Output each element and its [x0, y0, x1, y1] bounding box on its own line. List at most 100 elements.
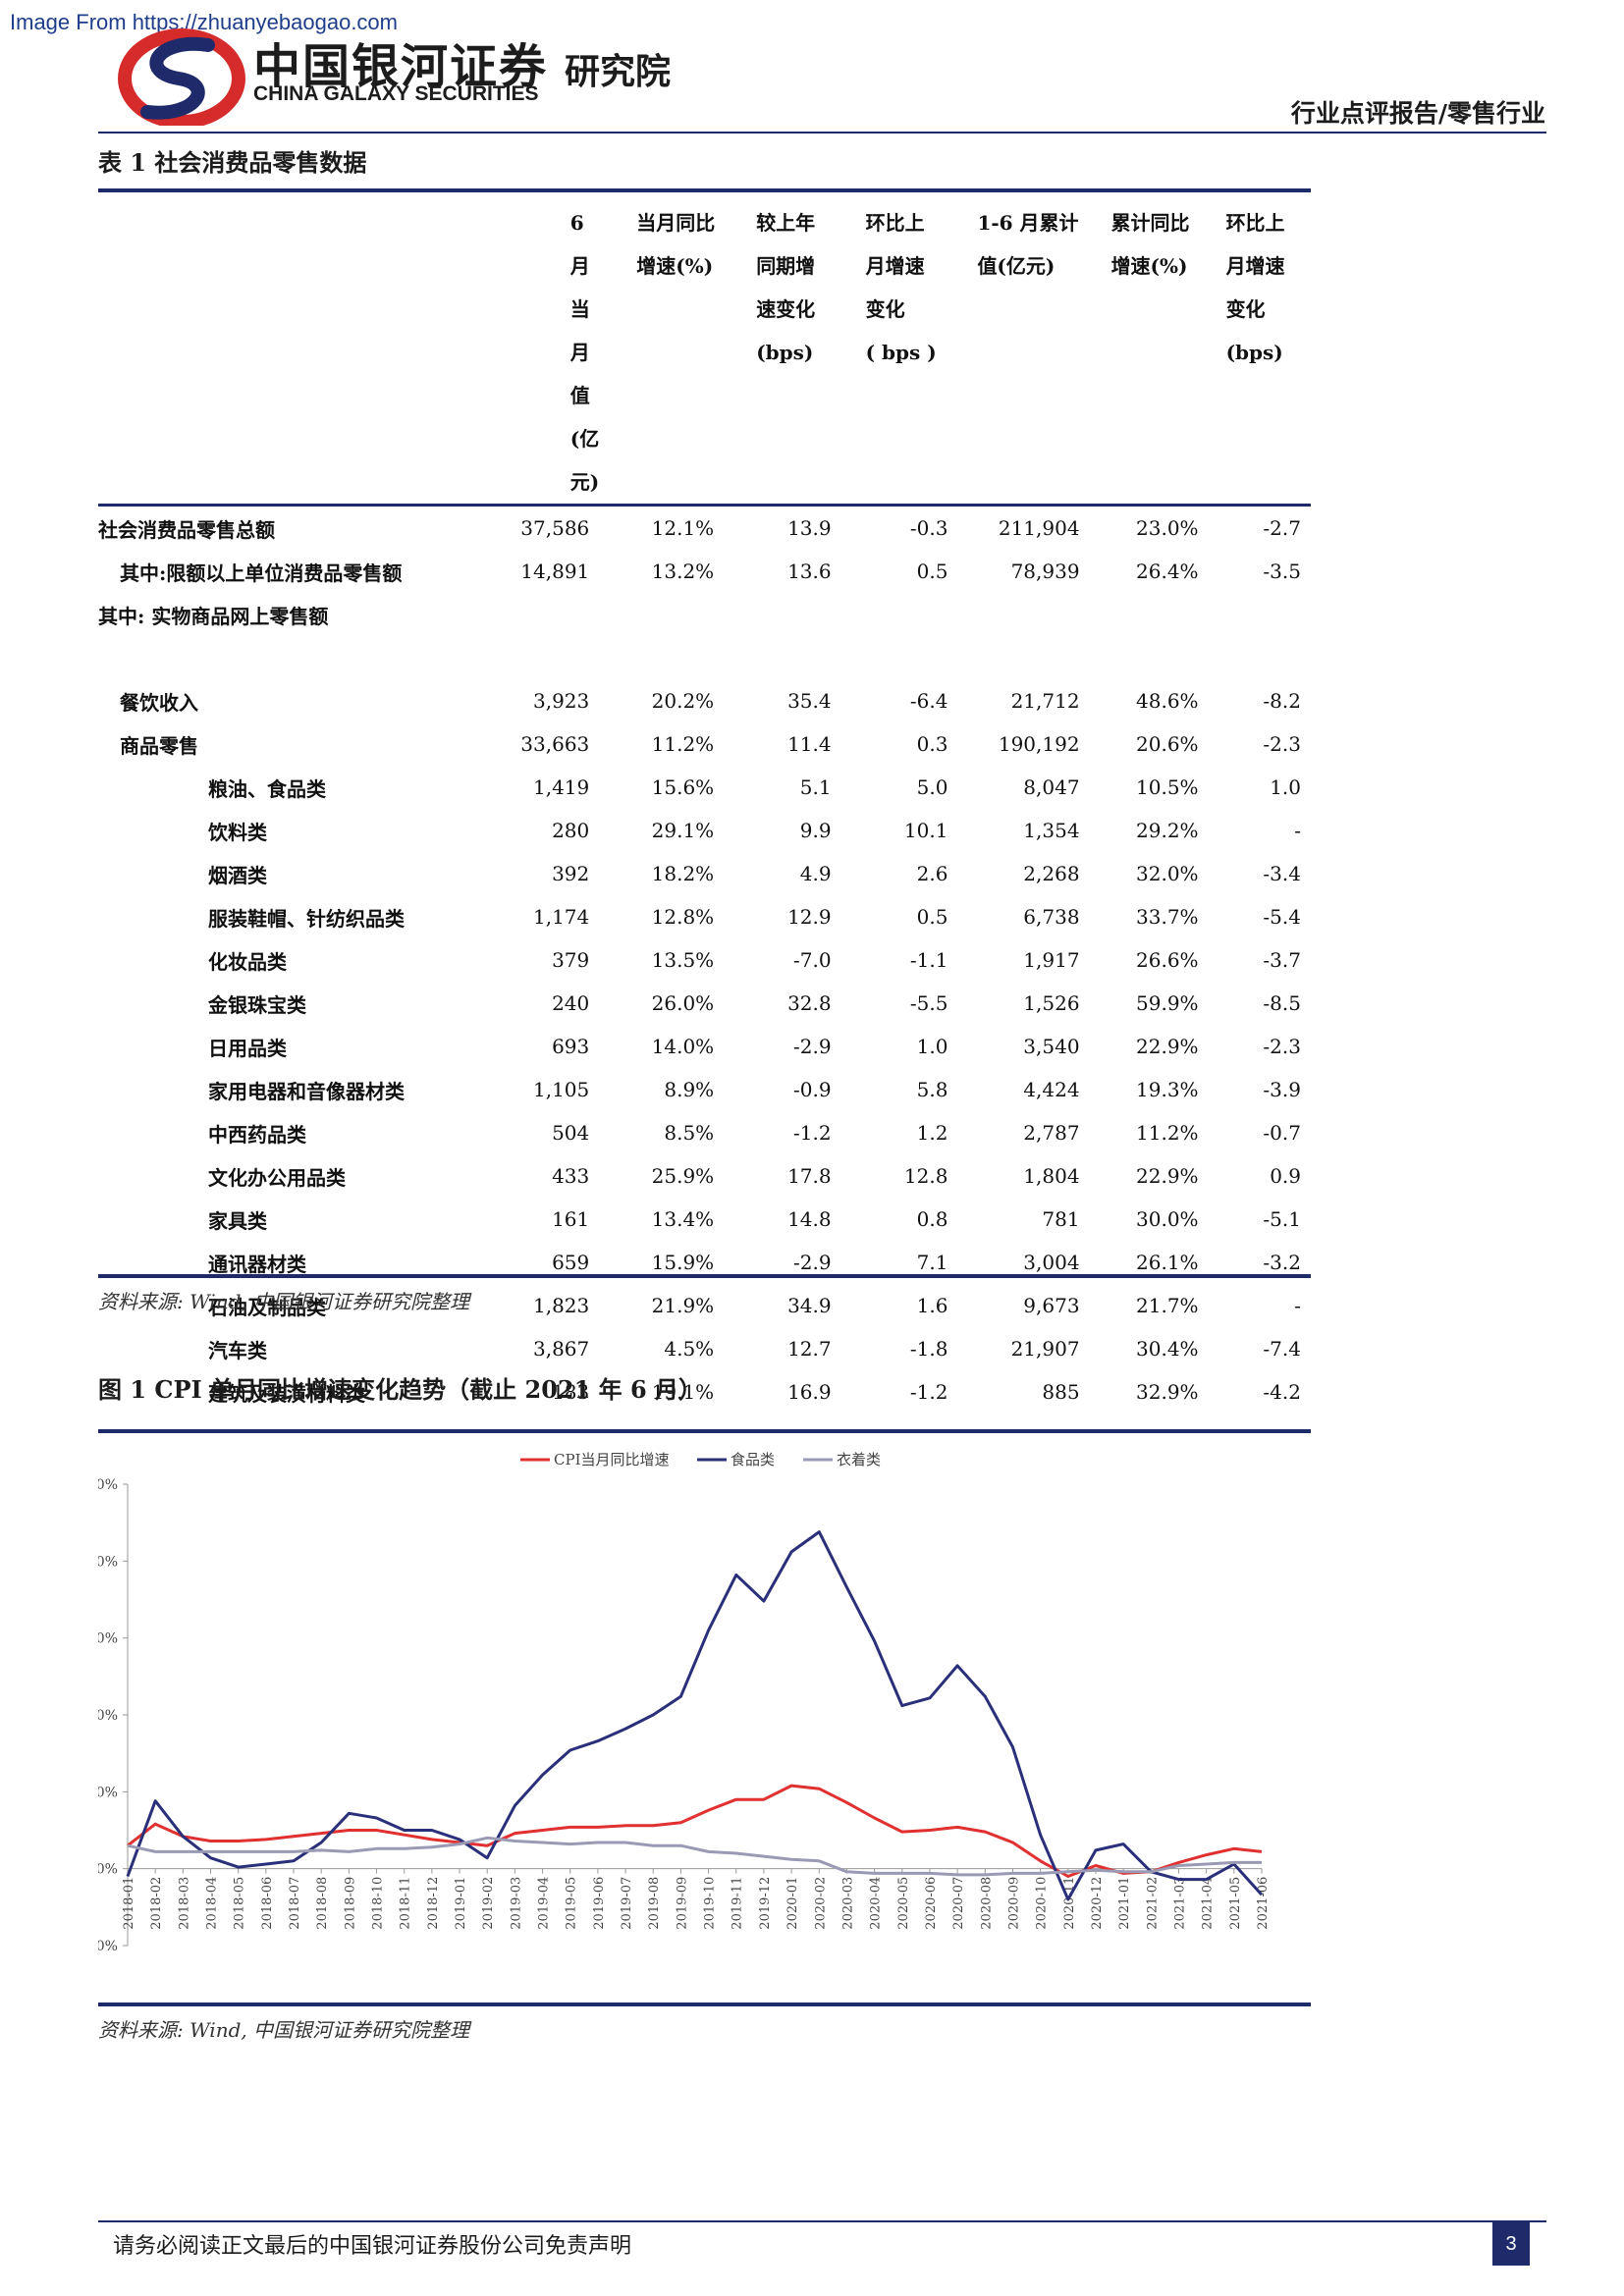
x-tick-label: 2020-09 — [1006, 1877, 1021, 1930]
x-tick-label: 2021-04 — [1201, 1877, 1216, 1930]
x-tick-label: 2019-08 — [647, 1877, 662, 1930]
cell-value: -1.8 — [909, 1337, 948, 1361]
table-row: 餐饮收入 3,923 20.2% 35.4 -6.4 21,712 48.6% -8.2 — [98, 679, 1311, 722]
cell-value: 2,268 — [1023, 862, 1080, 885]
cell-value: 14.8 — [787, 1207, 832, 1231]
cell-value: 5.1 — [799, 775, 832, 799]
report-type: 行业点评报告/零售行业 — [1290, 99, 1545, 128]
cell-value: -3.2 — [1263, 1251, 1301, 1274]
cell-value: 1,105 — [533, 1078, 590, 1101]
cell-value — [460, 593, 599, 636]
x-tick-label: 2021-01 — [1117, 1877, 1132, 1930]
table-row: 粮油、食品类 1,419 15.6% 5.1 5.0 8,047 10.5% 1.0 — [98, 766, 1311, 809]
x-tick-label: 2019-07 — [620, 1877, 634, 1930]
x-axis: 2018-01 2018-02 2018-03 2018-04 2018-05 2018-… — [122, 1868, 1271, 1930]
x-tick-label: 2019-04 — [537, 1877, 552, 1930]
cell-value: -0.9 — [793, 1078, 832, 1101]
cell-value: 1.2 — [916, 1121, 948, 1145]
cell-value: -3.5 — [1263, 560, 1301, 583]
cell-value — [841, 636, 958, 679]
row-label: 家具类 — [208, 1208, 267, 1233]
row-label: 餐饮收入 — [120, 690, 198, 715]
cell-value: 20.2% — [651, 689, 715, 713]
table-row: 金银珠宝类 240 26.0% 32.8 -5.5 1,526 59.9% -8.5 — [98, 982, 1311, 1025]
x-tick-label: 2020-02 — [813, 1877, 828, 1930]
cell-value: 35.4 — [787, 689, 832, 713]
x-tick-label: 2019-02 — [481, 1877, 496, 1930]
cell-value: 4,424 — [1023, 1078, 1080, 1101]
x-tick-label: 2018-11 — [399, 1877, 413, 1930]
row-label: 汽车类 — [208, 1338, 267, 1362]
chart-legend: CPI当月同比增速 食品类 衣着类 — [520, 1451, 881, 1468]
cell-value: 8,047 — [1023, 775, 1080, 799]
cell-value: 13.4% — [651, 1207, 715, 1231]
x-tick-label: 2018-10 — [371, 1877, 386, 1930]
cell-value: 392 — [552, 862, 590, 885]
cell-value: 10.1 — [903, 819, 948, 842]
y-tick-label: 5.0% — [98, 1785, 118, 1800]
figure-caption: 图 1 CPI 单月同比增速变化趋势（截止 2021 年 6 月） — [98, 1375, 703, 1404]
cell-value — [599, 636, 724, 679]
x-tick-label: 2019-01 — [454, 1877, 468, 1930]
cell-value: 13.2% — [651, 560, 715, 583]
brand-name-en: CHINA GALAXY SECURITIES — [253, 82, 539, 105]
cell-value: - — [1294, 1294, 1301, 1317]
brand-institute: 研究院 — [565, 52, 672, 92]
cell-value: 9.9 — [799, 819, 832, 842]
row-label: 中西药品类 — [208, 1122, 306, 1147]
cell-value: 22.9% — [1136, 1164, 1199, 1188]
cell-value: 29.1% — [651, 819, 715, 842]
cell-value: 1,419 — [533, 775, 590, 799]
y-tick-label: 20.0% — [98, 1554, 118, 1570]
cell-value: -1.2 — [793, 1121, 832, 1145]
cell-value: -3.9 — [1263, 1078, 1301, 1101]
cell-value: 12.7 — [787, 1337, 832, 1361]
x-tick-label: 2021-06 — [1256, 1877, 1271, 1930]
cell-value: 15.9% — [651, 1251, 715, 1274]
cell-value: 3,004 — [1023, 1251, 1080, 1274]
cell-value — [1209, 636, 1311, 679]
y-tick-label: -5.0% — [98, 1939, 118, 1954]
cell-value: 19.1% — [651, 1380, 715, 1404]
cell-value: -1.1 — [909, 948, 948, 972]
x-tick-label: 2018-03 — [177, 1877, 191, 1930]
row-label: 粮油、食品类 — [208, 776, 326, 801]
column-header: 较上年 同期增 速变化 (bps) — [756, 211, 816, 364]
column-header: 环比上 月增速 变化( bps ) — [865, 211, 937, 364]
row-label: 日用品类 — [208, 1036, 287, 1060]
column-header: 累计同比 增速(%) — [1110, 211, 1190, 278]
cell-value: -3.4 — [1263, 862, 1301, 885]
table-row: 文化办公用品类 433 25.9% 17.8 12.8 1,804 22.9% 0.9 — [98, 1154, 1311, 1198]
cell-value: -2.3 — [1263, 1035, 1301, 1058]
cell-value — [724, 636, 840, 679]
cell-value: -8.5 — [1263, 991, 1301, 1015]
row-label: 石油及制品类 — [208, 1295, 326, 1319]
y-tick-label: 15.0% — [98, 1631, 118, 1647]
cell-value: 8.9% — [664, 1078, 715, 1101]
watermark-text: Image From https://zhuanyebaogao.com — [10, 10, 398, 34]
x-tick-label: 2021-03 — [1172, 1877, 1187, 1930]
cell-value: 22.9% — [1136, 1035, 1199, 1058]
cell-value: 504 — [552, 1121, 590, 1145]
cell-value: 1,354 — [1023, 819, 1080, 842]
x-tick-label: 2021-02 — [1145, 1877, 1160, 1930]
cell-value: 1,917 — [1023, 948, 1080, 972]
cell-value: 1.0 — [1270, 775, 1301, 799]
table-row: 烟酒类 392 18.2% 4.9 2.6 2,268 32.0% -3.4 — [98, 852, 1311, 895]
row-label: 文化办公用品类 — [208, 1165, 346, 1190]
cell-value: 3,867 — [533, 1337, 590, 1361]
page-number: 3 — [1492, 2222, 1530, 2266]
cell-value: 13.9 — [787, 516, 832, 540]
x-tick-label: 2020-06 — [924, 1877, 939, 1930]
x-tick-label: 2018-01 — [122, 1877, 136, 1930]
cell-value — [1090, 593, 1209, 636]
cell-value: -5.1 — [1263, 1207, 1301, 1231]
cell-value: 6,738 — [1023, 905, 1080, 929]
x-tick-label: 2018-04 — [205, 1877, 220, 1930]
cell-value: 48.6% — [1136, 689, 1199, 713]
cell-value: -2.9 — [793, 1035, 832, 1058]
cell-value: 9,673 — [1023, 1294, 1080, 1317]
cell-value: 16.9 — [787, 1380, 832, 1404]
x-tick-label: 2018-12 — [426, 1877, 441, 1930]
cell-value — [1090, 636, 1209, 679]
